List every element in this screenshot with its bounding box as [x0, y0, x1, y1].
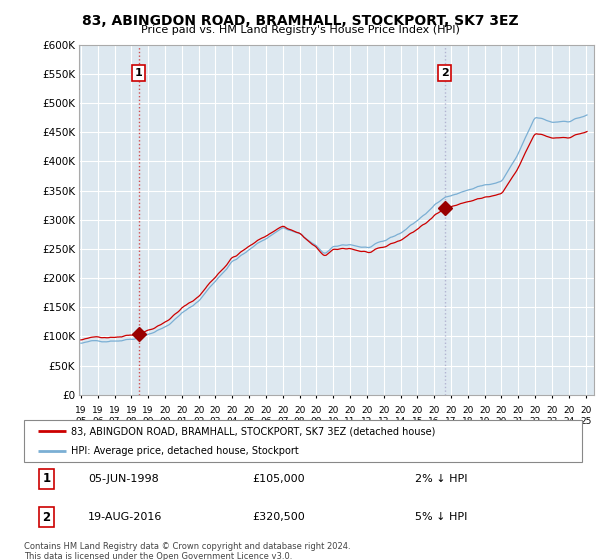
Text: 05-JUN-1998: 05-JUN-1998 — [88, 474, 159, 484]
Text: 21: 21 — [512, 417, 524, 426]
Text: 19: 19 — [109, 406, 120, 415]
Text: 20: 20 — [260, 406, 272, 415]
Text: 20: 20 — [496, 417, 507, 426]
Text: 2: 2 — [441, 68, 449, 78]
Text: 20: 20 — [546, 406, 557, 415]
Text: 02: 02 — [193, 417, 205, 426]
Text: 20: 20 — [479, 406, 490, 415]
Text: 11: 11 — [344, 417, 356, 426]
Text: £105,000: £105,000 — [253, 474, 305, 484]
Text: 20: 20 — [328, 406, 339, 415]
Text: 20: 20 — [563, 406, 574, 415]
Text: 19: 19 — [142, 406, 154, 415]
Text: 19-AUG-2016: 19-AUG-2016 — [88, 512, 163, 522]
Text: Contains HM Land Registry data © Crown copyright and database right 2024.
This d: Contains HM Land Registry data © Crown c… — [24, 542, 350, 560]
Text: 25: 25 — [580, 417, 591, 426]
Text: 20: 20 — [412, 406, 423, 415]
Text: 19: 19 — [75, 406, 86, 415]
Text: 20: 20 — [496, 406, 507, 415]
Text: 20: 20 — [193, 406, 205, 415]
Text: £320,500: £320,500 — [253, 512, 305, 522]
Text: 12: 12 — [361, 417, 373, 426]
Text: 1: 1 — [135, 68, 142, 78]
Text: 2% ↓ HPI: 2% ↓ HPI — [415, 474, 467, 484]
Text: 13: 13 — [378, 417, 389, 426]
Text: 20: 20 — [210, 406, 221, 415]
Text: 97: 97 — [109, 417, 120, 426]
Text: 22: 22 — [529, 417, 541, 426]
Text: 07: 07 — [277, 417, 289, 426]
Text: 99: 99 — [142, 417, 154, 426]
Text: 20: 20 — [294, 406, 305, 415]
Text: 20: 20 — [580, 406, 591, 415]
Text: 14: 14 — [395, 417, 406, 426]
Text: 19: 19 — [479, 417, 490, 426]
Text: 06: 06 — [260, 417, 272, 426]
Text: 20: 20 — [160, 406, 170, 415]
Text: 1: 1 — [42, 472, 50, 486]
Text: 04: 04 — [227, 417, 238, 426]
Text: 05: 05 — [244, 417, 255, 426]
Text: 17: 17 — [445, 417, 457, 426]
Text: 18: 18 — [462, 417, 473, 426]
Text: Price paid vs. HM Land Registry's House Price Index (HPI): Price paid vs. HM Land Registry's House … — [140, 25, 460, 35]
Text: 08: 08 — [294, 417, 305, 426]
Text: 20: 20 — [512, 406, 524, 415]
Text: 2: 2 — [42, 511, 50, 524]
Text: 95: 95 — [75, 417, 86, 426]
FancyBboxPatch shape — [24, 420, 582, 462]
Text: 20: 20 — [176, 406, 188, 415]
Text: 20: 20 — [395, 406, 406, 415]
Text: 03: 03 — [210, 417, 221, 426]
Text: 96: 96 — [92, 417, 103, 426]
Text: 20: 20 — [445, 406, 457, 415]
Text: 20: 20 — [529, 406, 541, 415]
Text: 00: 00 — [159, 417, 171, 426]
Text: 20: 20 — [428, 406, 440, 415]
Text: 15: 15 — [412, 417, 423, 426]
Text: 98: 98 — [125, 417, 137, 426]
Text: 83, ABINGDON ROAD, BRAMHALL, STOCKPORT, SK7 3EZ (detached house): 83, ABINGDON ROAD, BRAMHALL, STOCKPORT, … — [71, 426, 436, 436]
Text: 24: 24 — [563, 417, 574, 426]
Text: 5% ↓ HPI: 5% ↓ HPI — [415, 512, 467, 522]
Text: 20: 20 — [227, 406, 238, 415]
Text: 20: 20 — [344, 406, 356, 415]
Text: 23: 23 — [546, 417, 557, 426]
Text: 16: 16 — [428, 417, 440, 426]
Text: 19: 19 — [125, 406, 137, 415]
Text: 20: 20 — [311, 406, 322, 415]
Text: 83, ABINGDON ROAD, BRAMHALL, STOCKPORT, SK7 3EZ: 83, ABINGDON ROAD, BRAMHALL, STOCKPORT, … — [82, 14, 518, 28]
Text: 20: 20 — [244, 406, 255, 415]
Text: 10: 10 — [328, 417, 339, 426]
Text: 19: 19 — [92, 406, 103, 415]
Text: HPI: Average price, detached house, Stockport: HPI: Average price, detached house, Stoc… — [71, 446, 299, 456]
Text: 01: 01 — [176, 417, 188, 426]
Text: 20: 20 — [361, 406, 373, 415]
Text: 20: 20 — [277, 406, 289, 415]
Text: 20: 20 — [462, 406, 473, 415]
Text: 20: 20 — [378, 406, 389, 415]
Text: 09: 09 — [311, 417, 322, 426]
